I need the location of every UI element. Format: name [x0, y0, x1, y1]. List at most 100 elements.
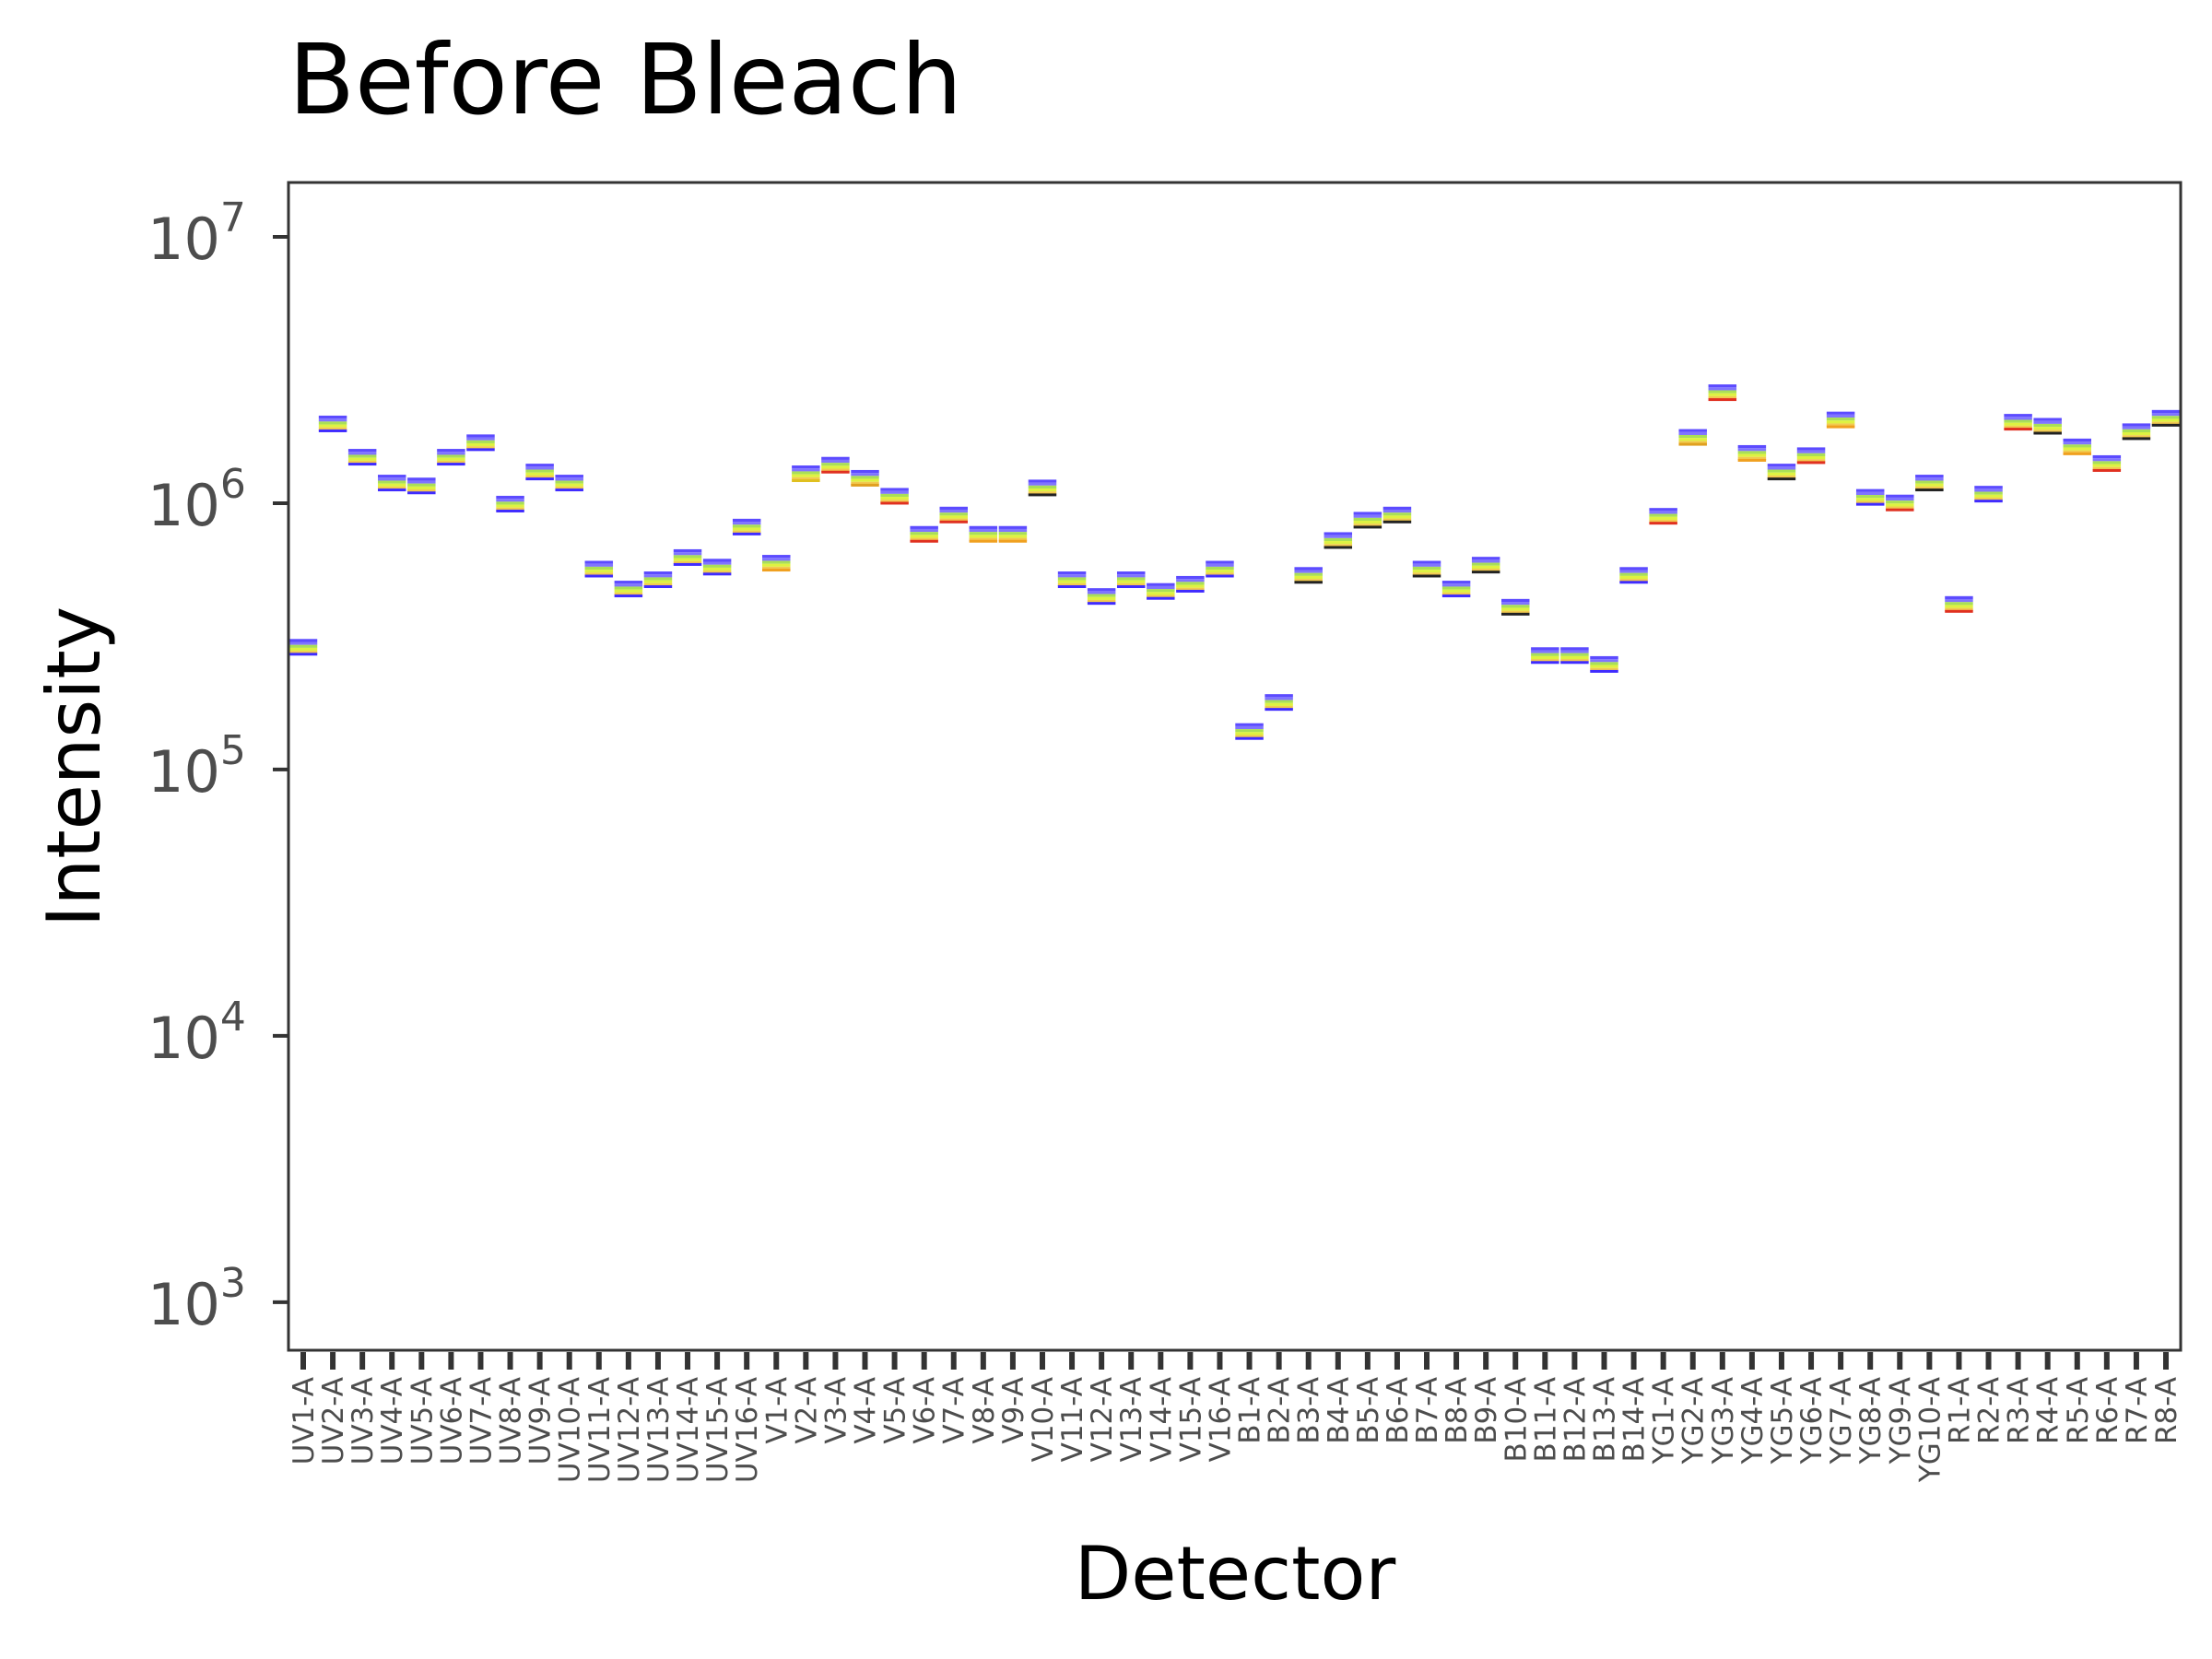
detector-mark	[939, 506, 968, 524]
detector-mark	[1147, 582, 1175, 600]
x-tick-label: R3-A	[2003, 1377, 2036, 1444]
detector-mark	[1915, 475, 1944, 492]
detector-mark	[1974, 486, 2003, 503]
x-tick-label: YG1-A	[1648, 1377, 1681, 1465]
x-tick-label: R8-A	[2150, 1377, 2183, 1444]
x-tick-label: V9-A	[997, 1377, 1030, 1444]
x-tick-label: B5-A	[1352, 1377, 1385, 1444]
detector-mark	[762, 555, 791, 572]
y-axis: 103 104 105 106 107	[147, 194, 288, 1338]
detector-mark	[880, 488, 909, 505]
detector-mark	[1767, 464, 1796, 481]
x-tick-label: UV12-A	[613, 1377, 646, 1483]
detector-mark	[1235, 723, 1264, 740]
detector-mark	[1678, 429, 1707, 446]
x-axis: UV1-AUV2-AUV3-AUV4-AUV5-AUV6-AUV7-AUV8-A…	[288, 1352, 2183, 1483]
detector-mark	[1649, 508, 1677, 525]
detector-mark	[1353, 512, 1382, 529]
x-tick-label: B9-A	[1470, 1377, 1503, 1444]
x-tick-label: UV16-A	[731, 1377, 764, 1483]
x-tick-label: UV14-A	[672, 1377, 705, 1483]
detector-mark	[1471, 557, 1500, 574]
y-tick-label: 104	[147, 994, 246, 1072]
detector-mark	[1590, 655, 1618, 673]
x-tick-label: R2-A	[1973, 1377, 2006, 1444]
x-tick-label: B4-A	[1323, 1377, 1356, 1444]
detector-mark	[2092, 454, 2122, 472]
detector-mark	[1116, 571, 1146, 589]
plot-panel-border	[287, 181, 2183, 1352]
detector-mark	[1382, 506, 1412, 524]
x-tick-label: YG6-A	[1795, 1377, 1829, 1465]
detector-mark	[998, 525, 1028, 543]
y-tick-label: 105	[147, 727, 246, 806]
detector-mark	[1441, 581, 1471, 598]
detector-mark	[1501, 598, 1530, 616]
x-tick-label: UV1-A	[288, 1377, 321, 1465]
detector-mark	[702, 559, 732, 576]
detector-mark	[1737, 444, 1767, 462]
x-tick-label: V11-A	[1056, 1377, 1089, 1462]
detector-mark	[288, 639, 318, 656]
detector-mark	[1265, 694, 1293, 712]
detector-mark	[1057, 571, 1087, 589]
detector-mark	[910, 525, 938, 543]
x-tick-label: B2-A	[1264, 1377, 1297, 1444]
detector-mark	[1855, 488, 1885, 506]
detector-mark	[584, 560, 614, 578]
x-tick-label: UV5-A	[406, 1377, 439, 1465]
detector-mark	[1206, 560, 1234, 578]
y-tick-label: 106	[147, 461, 246, 539]
detector-mark	[347, 449, 377, 466]
x-tick-label: UV4-A	[376, 1377, 409, 1465]
x-tick-label: UV13-A	[642, 1377, 676, 1483]
detector-mark	[732, 518, 761, 535]
x-tick-label: UV3-A	[347, 1377, 380, 1465]
detector-mark	[1087, 588, 1116, 606]
x-tick-label: UV15-A	[701, 1377, 735, 1483]
x-tick-label: B11-A	[1529, 1377, 1562, 1462]
x-tick-label: R5-A	[2062, 1377, 2095, 1444]
detector-mark	[2122, 423, 2151, 441]
detector-mark	[1619, 567, 1648, 584]
x-tick-label: UV11-A	[583, 1377, 617, 1483]
x-tick-label: V14-A	[1145, 1377, 1178, 1462]
detector-mark	[2063, 438, 2091, 455]
detector-mark	[1826, 411, 1855, 429]
x-tick-label: V6-A	[909, 1377, 942, 1444]
x-tick-label: UV2-A	[317, 1377, 350, 1465]
x-tick-label: UV9-A	[524, 1377, 558, 1465]
detector-mark	[1531, 647, 1559, 665]
detector-mark	[792, 465, 820, 483]
x-tick-label: B3-A	[1293, 1377, 1326, 1444]
x-tick-label: UV6-A	[435, 1377, 468, 1465]
detector-mark	[1945, 595, 1973, 613]
x-tick-label: R7-A	[2121, 1377, 2154, 1444]
x-tick-label: B13-A	[1588, 1377, 1621, 1462]
x-tick-label: B8-A	[1441, 1377, 1474, 1444]
chart-title: Before Bleach	[288, 24, 963, 136]
detector-mark	[614, 581, 643, 598]
detector-mark	[555, 475, 583, 492]
detector-mark	[673, 548, 702, 566]
detector-mark	[2004, 414, 2032, 431]
detector-mark	[2151, 409, 2181, 427]
detector-mark	[1294, 567, 1323, 584]
x-tick-label: UV7-A	[465, 1377, 498, 1465]
detector-mark	[466, 434, 495, 452]
x-axis-title: Detector	[1075, 1531, 1396, 1617]
y-tick-label: 103	[147, 1260, 246, 1338]
x-tick-label: R1-A	[1943, 1377, 1976, 1444]
x-tick-label: V12-A	[1086, 1377, 1119, 1462]
x-tick-label: V10-A	[1027, 1377, 1060, 1462]
x-tick-label: V13-A	[1115, 1377, 1148, 1462]
x-tick-label: YG5-A	[1766, 1377, 1799, 1465]
x-tick-label: UV8-A	[495, 1377, 528, 1465]
detector-mark	[318, 415, 347, 432]
x-tick-label: V8-A	[968, 1377, 1001, 1444]
x-tick-label: YG4-A	[1736, 1377, 1770, 1465]
x-tick-label: YG8-A	[1854, 1377, 1888, 1465]
x-tick-label: R6-A	[2091, 1377, 2124, 1444]
x-tick-label: V3-A	[819, 1377, 853, 1444]
x-tick-label: UV10-A	[554, 1377, 587, 1483]
